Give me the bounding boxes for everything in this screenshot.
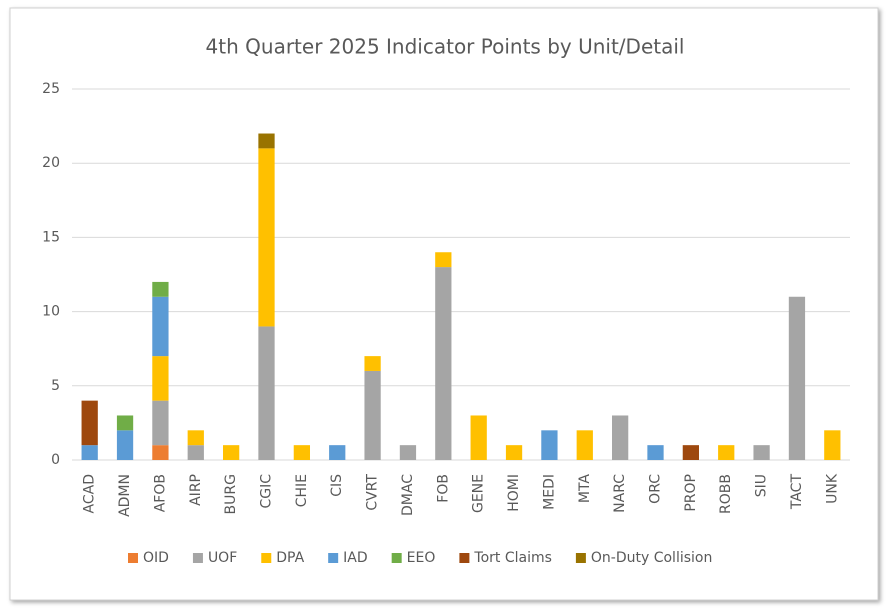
bar-segment: [576, 430, 593, 460]
chart-title: 4th Quarter 2025 Indicator Points by Uni…: [206, 35, 685, 59]
bar-segment: [152, 356, 169, 401]
bar-segment: [399, 445, 417, 460]
bar-segment: [81, 400, 98, 446]
bar-segment: [470, 415, 487, 460]
bar-segment: [364, 356, 381, 371]
x-tick-label: MTA: [577, 474, 593, 504]
bar-segment: [116, 430, 134, 460]
x-tick-label: FOB: [435, 474, 451, 503]
x-tick-label: NARC: [612, 474, 628, 513]
bar-segment: [152, 281, 169, 297]
bar-segment: [116, 415, 134, 431]
bar-segment: [718, 445, 735, 460]
bar-segment: [329, 445, 346, 460]
bar-segment: [258, 326, 275, 460]
bar-segment: [647, 445, 664, 460]
bar-segment: [293, 445, 310, 460]
x-tick-label: SIU: [754, 474, 770, 497]
y-tick-label: 20: [42, 155, 60, 171]
x-tick-label: MEDI: [541, 474, 557, 510]
legend-label: EEO: [407, 550, 436, 566]
bar-segment: [187, 430, 204, 446]
bar-segment: [788, 296, 806, 460]
x-tick-label: UNK: [824, 473, 840, 504]
x-tick-label: ADMN: [117, 474, 133, 517]
bar-segment: [753, 445, 770, 460]
bar-segment: [81, 445, 98, 460]
y-tick-label: 25: [42, 81, 60, 97]
legend-label: OID: [143, 550, 169, 566]
x-tick-label: GENE: [471, 474, 487, 513]
legend-swatch: [261, 553, 272, 563]
bar-segment: [187, 445, 204, 460]
legend-label: IAD: [343, 550, 368, 566]
bar-segment: [435, 267, 452, 460]
x-tick-label: TACT: [789, 474, 805, 511]
y-tick-label: 10: [42, 304, 60, 320]
bar-segment: [435, 252, 452, 268]
legend-swatch: [192, 553, 203, 563]
x-tick-label: ROBB: [718, 474, 734, 514]
bar-segment: [152, 400, 169, 446]
x-tick-label: ORC: [648, 474, 664, 504]
x-tick-label: AIRP: [188, 474, 204, 506]
x-tick-label: BURG: [223, 474, 239, 514]
x-tick-label: CIS: [329, 474, 345, 497]
legend-swatch: [575, 553, 586, 563]
bar-segment: [682, 445, 699, 460]
x-tick-label: CGIC: [259, 474, 275, 509]
bar-segment: [152, 296, 169, 357]
bar-segment: [612, 415, 629, 460]
x-tick-label: PROP: [683, 474, 699, 512]
legend-swatch: [128, 553, 138, 563]
x-tick-label: ACAD: [82, 474, 98, 513]
bar-segment: [505, 445, 523, 460]
x-tick-label: CVRT: [365, 474, 381, 511]
legend-swatch: [391, 553, 402, 563]
bar-segment: [541, 430, 558, 460]
legend-label: On-Duty Collision: [591, 550, 712, 566]
x-tick-label: CHIE: [294, 474, 310, 507]
legend-swatch: [328, 553, 339, 563]
bar-segment: [824, 430, 841, 460]
y-tick-label: 15: [42, 229, 60, 245]
bar-segment: [364, 370, 381, 460]
x-tick-label: HOMI: [506, 474, 522, 512]
legend-label: UOF: [208, 550, 237, 566]
legend-swatch: [459, 553, 470, 563]
x-tick-label: DMAC: [400, 474, 416, 516]
bar-segment: [258, 148, 275, 327]
bar-segment: [258, 133, 275, 149]
legend-label: Tort Claims: [473, 550, 552, 566]
legend-label: DPA: [276, 550, 304, 566]
x-tick-label: AFOB: [152, 474, 168, 512]
y-tick-label: 0: [51, 452, 60, 468]
bar-segment: [223, 445, 240, 460]
y-tick-label: 5: [51, 378, 60, 394]
bar-segment: [152, 445, 169, 460]
